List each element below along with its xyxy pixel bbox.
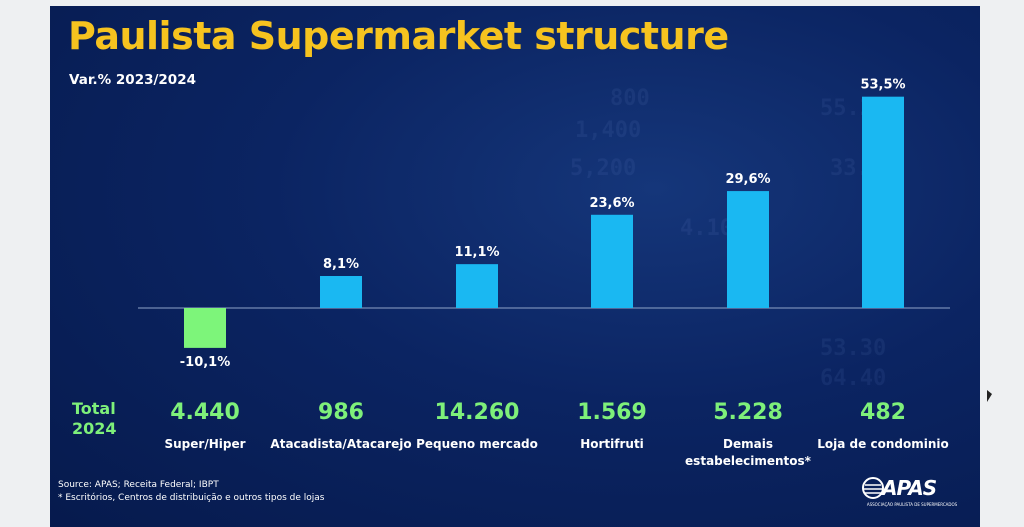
- bar: [591, 214, 633, 308]
- category-label-line: Loja de condominio: [817, 437, 949, 451]
- total-2024-value: 5.228: [713, 400, 783, 425]
- background-decoration: 5,200: [570, 156, 637, 181]
- bar-value-label: 11,1%: [454, 245, 499, 260]
- category-label: Demais estabelecimentos*: [673, 436, 823, 470]
- bar: [727, 191, 769, 308]
- total-2024-value: 4.440: [170, 400, 240, 425]
- total-2024-label: Total 2024: [72, 399, 117, 439]
- apas-logo: APAS ASSOCIAÇÃO PAULISTA DE SUPERMERCADO…: [862, 476, 962, 512]
- category-label: Super/Hiper: [130, 436, 280, 453]
- category-label: Pequeno mercado: [402, 436, 552, 453]
- category-label-line: Hortifruti: [580, 437, 644, 451]
- bar-value-label: 29,6%: [725, 172, 770, 187]
- total-2024-value: 986: [318, 400, 364, 425]
- category-label: Hortifruti: [537, 436, 687, 453]
- background-decoration: 64.40: [820, 366, 887, 391]
- chart-subtitle: Var.% 2023/2024: [69, 72, 196, 88]
- apas-logo-text: APAS: [882, 476, 937, 500]
- presentation-slide: 800 1,400 5,200 4.10 55.2 33.2 53.30 64.…: [50, 6, 980, 527]
- background-decoration: 800: [610, 86, 650, 111]
- total-2024-value: 482: [860, 400, 906, 425]
- source-note: Source: APAS; Receita Federal; IBPT: [58, 480, 219, 490]
- total-2024-value: 1.569: [577, 400, 647, 425]
- bar: [320, 276, 362, 308]
- category-label: Loja de condominio: [808, 436, 958, 453]
- total-2024-value: 14.260: [434, 400, 520, 425]
- bar: [862, 96, 904, 308]
- background-decoration: 4.10: [680, 216, 733, 241]
- bar-value-label: 23,6%: [589, 196, 634, 211]
- category-label-line: Super/Hiper: [164, 437, 246, 451]
- apas-logo-icon: [862, 477, 884, 499]
- category-label-line: estabelecimentos*: [685, 454, 811, 468]
- bar-value-label: 53,5%: [860, 78, 905, 93]
- bar-value-label: 8,1%: [323, 257, 359, 272]
- apas-logo-tagline: ASSOCIAÇÃO PAULISTA DE SUPERMERCADOS: [866, 502, 958, 507]
- category-label: Atacadista/Atacarejo: [266, 436, 416, 453]
- bar: [456, 264, 498, 308]
- background-decoration: 1,400: [575, 118, 642, 143]
- background-decoration: 53.30: [820, 336, 887, 361]
- bar-value-label: -10,1%: [180, 355, 231, 370]
- total-label-line2: 2024: [72, 419, 117, 438]
- footnote: * Escritórios, Centros de distribuição e…: [58, 493, 325, 503]
- page-title: Paulista Supermarket structure: [68, 14, 729, 58]
- mouse-cursor-icon: [987, 390, 992, 402]
- bar-chart: -10,1% 8,1% 11,1% 23,6% 29,6% 53,5%: [138, 78, 950, 370]
- category-label-line: Atacadista/Atacarejo: [270, 437, 412, 451]
- bar: [184, 308, 226, 348]
- total-label-line1: Total: [72, 399, 116, 418]
- category-label-line: Pequeno mercado: [416, 437, 538, 451]
- category-label-line: Demais: [723, 437, 773, 451]
